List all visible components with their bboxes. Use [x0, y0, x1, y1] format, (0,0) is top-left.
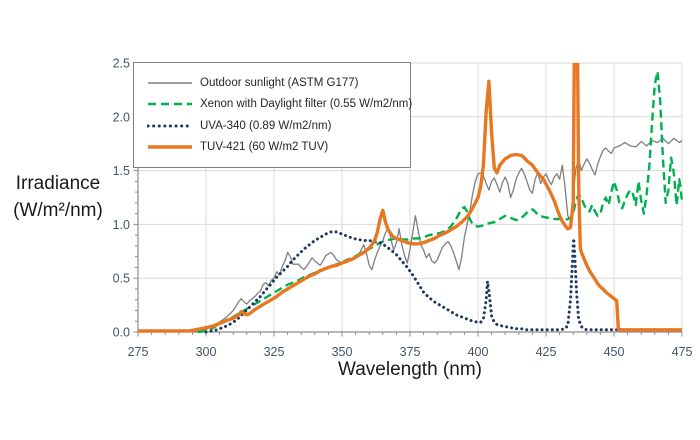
x-tick-label: 475 — [672, 345, 693, 359]
series-line-tuv-421 — [138, 63, 682, 333]
y-tick-label: 2.0 — [113, 110, 130, 124]
legend-dotted-line-swatch — [147, 124, 193, 128]
x-axis-title: Wavelength (nm) — [338, 359, 482, 380]
y-tick-label: 0.0 — [113, 326, 130, 340]
series-line-uva-340 — [204, 230, 632, 334]
y-axis-title: Irradiance (W/m²/nm) — [0, 170, 116, 224]
legend-item-outdoor-sunlight: Outdoor sunlight (ASTM G177) — [147, 77, 404, 89]
legend-label: Xenon with Daylight filter (0.55 W/m2/nm… — [200, 98, 413, 111]
legend-item-uva-340: UVA-340 (0.89 W/m2/nm) — [147, 120, 404, 132]
y-tick-label: 2.5 — [113, 57, 130, 71]
y-axis-title-line2: (W/m²/nm) — [13, 200, 103, 221]
y-tick-label: 1.5 — [113, 164, 130, 178]
x-tick-label: 400 — [468, 345, 489, 359]
y-tick-label: 0.5 — [113, 272, 130, 286]
x-tick-label: 375 — [400, 345, 421, 359]
legend-label: UVA-340 (0.89 W/m2/nm) — [200, 119, 332, 132]
legend-item-tuv-421: TUV-421 (60 W/m2 TUV) — [147, 141, 404, 153]
legend-solid-line-swatch — [148, 145, 192, 150]
x-tick-label: 300 — [196, 345, 217, 359]
legend-solid-line-swatch — [148, 81, 192, 84]
legend-label: Outdoor sunlight (ASTM G177) — [200, 76, 359, 89]
x-tick-label: 275 — [128, 345, 149, 359]
series-line-xenon-daylight-filter — [197, 70, 684, 334]
x-tick-label: 425 — [536, 345, 557, 359]
x-tick-label: 450 — [604, 345, 625, 359]
legend-item-xenon-daylight-filter: Xenon with Daylight filter (0.55 W/m2/nm… — [147, 98, 412, 110]
y-axis-title-line1: Irradiance — [15, 173, 101, 194]
legend-label: TUV-421 (60 W/m2 TUV) — [200, 141, 329, 154]
y-tick-label: 1.0 — [113, 218, 130, 232]
x-tick-label: 350 — [332, 345, 353, 359]
legend: Outdoor sunlight (ASTM G177) Xenon with D… — [133, 62, 412, 168]
legend-dashed-line-swatch — [148, 102, 192, 106]
x-tick-label: 325 — [264, 345, 285, 359]
